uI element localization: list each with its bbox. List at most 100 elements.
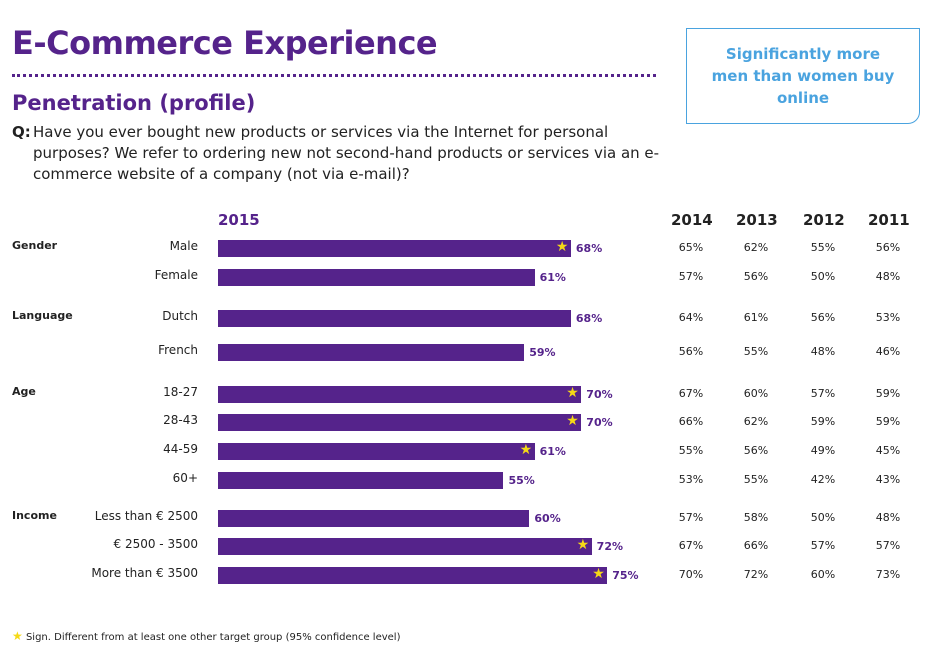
table-cell: 43% [875, 473, 901, 486]
table-cell: 50% [810, 270, 836, 283]
row-label: Female [154, 268, 198, 282]
table-cell: 59% [875, 387, 901, 400]
table-cell: 57% [810, 387, 836, 400]
bar-value-label: 61% [539, 445, 566, 458]
footnote: ★ Sign. Different from at least one othe… [12, 629, 401, 643]
table-cell: 53% [678, 473, 704, 486]
table-cell: 55% [810, 241, 836, 254]
bar-value-label: 70% [586, 388, 613, 401]
table-cell: 56% [810, 311, 836, 324]
table-cell: 64% [678, 311, 704, 324]
group-label: Gender [12, 239, 58, 252]
table-cell: 55% [743, 473, 769, 486]
star-icon: ★ [566, 413, 579, 429]
table-cell: 59% [810, 415, 836, 428]
bar-value-label: 59% [529, 346, 556, 359]
table-cell: 73% [875, 568, 901, 581]
column-header-2012: 2012 [803, 211, 845, 229]
column-header-2014: 2014 [671, 211, 713, 229]
table-cell: 45% [875, 444, 901, 457]
bar-2015: ★ [218, 385, 582, 403]
callout-box: Significantly more men than women buy on… [686, 28, 920, 124]
bar-2015: ★ [218, 239, 571, 257]
question-label: Q: [12, 123, 31, 141]
column-header-2015: 2015 [218, 211, 260, 229]
bar-2015 [218, 310, 571, 327]
bar-value-label: 55% [508, 474, 535, 487]
table-cell: 50% [810, 511, 836, 524]
table-cell: 46% [875, 345, 901, 358]
row-label: 60+ [172, 471, 198, 485]
table-cell: 67% [678, 539, 704, 552]
bar-value-label: 68% [575, 242, 603, 255]
table-cell: 48% [875, 511, 901, 524]
table-cell: 48% [875, 270, 901, 283]
row-label: 18-27 [163, 385, 198, 399]
row-label: Male [169, 239, 198, 253]
bar-2015 [218, 510, 530, 527]
table-cell: 57% [678, 511, 704, 524]
question: Q: Have you ever bought new products or … [12, 122, 673, 185]
table-cell: 72% [743, 568, 769, 581]
table-cell: 55% [678, 444, 704, 457]
page-subtitle: Penetration (profile) [12, 91, 256, 115]
footnote-text: Sign. Different from at least one other … [25, 632, 401, 643]
table-cell: 70% [678, 568, 704, 581]
table-cell: 66% [743, 539, 769, 552]
table-cell: 57% [810, 539, 836, 552]
bar-value-label: 68% [575, 312, 603, 325]
bar-2015: ★ [218, 413, 582, 431]
table-cell: 58% [743, 511, 769, 524]
table-cell: 56% [678, 345, 704, 358]
group-label: Age [12, 385, 36, 398]
table-cell: 60% [743, 387, 769, 400]
table-cell: 62% [743, 415, 769, 428]
table-cell: 67% [678, 387, 704, 400]
table-cell: 56% [875, 241, 901, 254]
bar-2015 [218, 269, 535, 286]
star-icon: ★ [592, 566, 605, 582]
column-header-2011: 2011 [868, 211, 910, 229]
star-icon: ★ [12, 629, 23, 643]
bar-2015 [218, 344, 525, 361]
table-cell: 53% [875, 311, 901, 324]
page-title: E-Commerce Experience [12, 24, 438, 62]
star-icon: ★ [576, 537, 590, 553]
bar-2015: ★ [218, 537, 592, 555]
row-label: € 2500 - 3500 [113, 537, 199, 551]
dotted-divider [12, 74, 656, 77]
star-icon: ★ [555, 239, 569, 255]
table-cell: 55% [743, 345, 769, 358]
table-cell: 57% [678, 270, 704, 283]
bar-2015: ★ [218, 566, 608, 584]
row-label: 44-59 [163, 442, 198, 456]
bar-value-label: 70% [586, 416, 613, 429]
bar-value-label: 75% [612, 569, 639, 582]
table-cell: 60% [810, 568, 836, 581]
row-label: Dutch [162, 309, 198, 323]
table-cell: 65% [678, 241, 704, 254]
bar-value-label: 61% [539, 271, 566, 284]
table-cell: 66% [678, 415, 704, 428]
table-cell: 56% [743, 444, 769, 457]
group-label: Language [12, 309, 73, 322]
star-icon: ★ [566, 385, 579, 401]
row-label: More than € 3500 [91, 566, 198, 580]
bar-value-label: 60% [534, 512, 561, 525]
row-label: French [158, 343, 198, 357]
table-cell: 61% [743, 311, 769, 324]
row-label: Less than € 2500 [94, 509, 198, 523]
table-cell: 49% [810, 444, 836, 457]
row-label: 28-43 [163, 413, 198, 427]
table-cell: 59% [875, 415, 901, 428]
bar-value-label: 72% [596, 540, 624, 553]
bar-2015: ★ [218, 442, 535, 460]
question-text: Have you ever bought new products or ser… [33, 123, 660, 183]
table-cell: 57% [875, 539, 901, 552]
bar-2015 [218, 472, 504, 489]
group-label: Income [12, 509, 57, 522]
table-cell: 42% [810, 473, 836, 486]
star-icon: ★ [519, 442, 533, 458]
table-cell: 62% [743, 241, 769, 254]
table-cell: 56% [743, 270, 769, 283]
